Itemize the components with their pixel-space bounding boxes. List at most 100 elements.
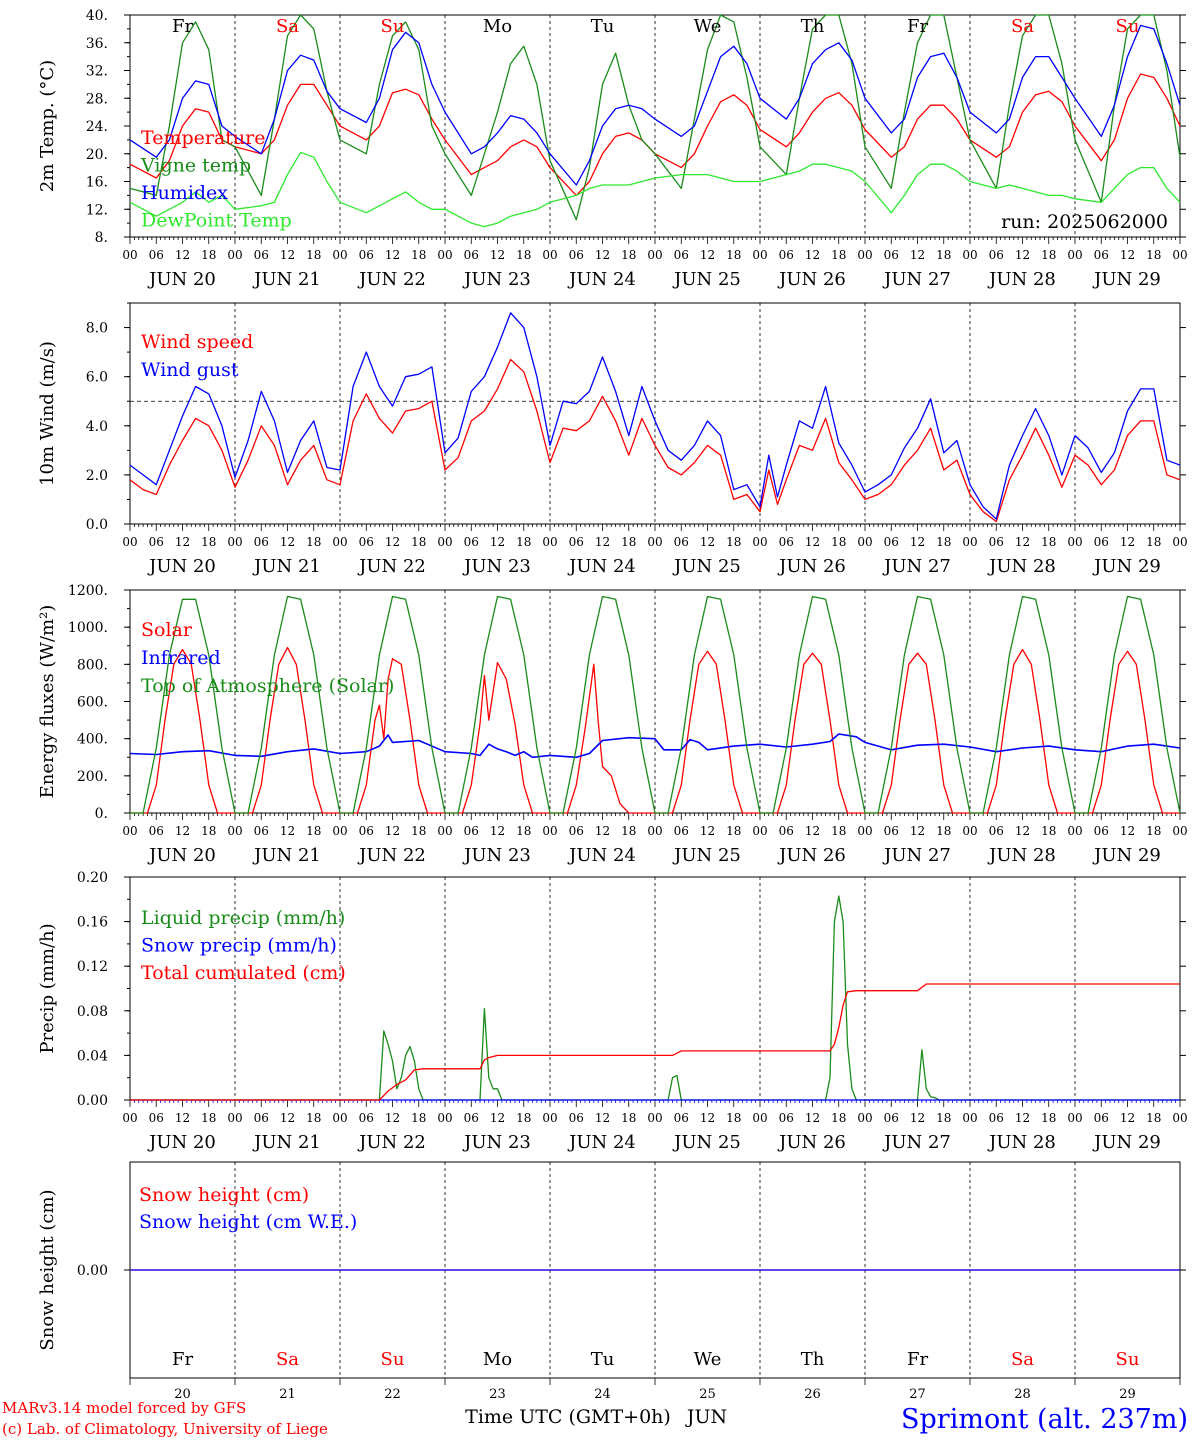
y-tick-label: 20. (86, 147, 108, 163)
x-hour-label: 18 (306, 535, 321, 549)
x-date-label: JUN 25 (672, 556, 741, 577)
x-hour-label: 18 (411, 248, 426, 262)
x-hour-label: 12 (805, 248, 820, 262)
x-hour-label: 18 (726, 824, 741, 838)
x-hour-label: 06 (779, 248, 794, 262)
x-hour-label: 00 (332, 824, 347, 838)
x-hour-label: 00 (437, 535, 452, 549)
x-hour-label: 18 (1146, 535, 1161, 549)
y-tick-label: 6.0 (86, 370, 108, 386)
x-hour-label: 18 (516, 248, 531, 262)
y-axis-label: Snow height (cm) (37, 1189, 58, 1350)
x-date-label: JUN 21 (252, 269, 321, 290)
x-hour-label: 12 (1120, 1111, 1135, 1125)
weekday-label-top: Th (801, 16, 825, 37)
x-hour-label: 12 (175, 535, 190, 549)
x-hour-label: 18 (306, 1111, 321, 1125)
weekday-label-top: Tu (591, 16, 615, 37)
x-hour-label: 00 (542, 248, 557, 262)
x-date-label: JUN 28 (987, 556, 1056, 577)
x-hour-label: 18 (516, 824, 531, 838)
x-hour-label: 06 (1094, 1111, 1109, 1125)
x-hour-label: 00 (857, 535, 872, 549)
x-hour-label: 18 (726, 248, 741, 262)
x-hour-label: 00 (1172, 1111, 1187, 1125)
x-hour-label: 00 (857, 1111, 872, 1125)
x-hour-label: 00 (1067, 824, 1082, 838)
x-hour-label: 00 (1172, 824, 1187, 838)
x-hour-label: 06 (674, 1111, 689, 1125)
y-tick-label: 2.0 (86, 468, 108, 484)
x-date-label: JUN 28 (987, 269, 1056, 290)
weekday-label-bottom: Fr (907, 1349, 928, 1370)
x-hour-label: 18 (831, 824, 846, 838)
x-hour-label: 06 (884, 824, 899, 838)
x-hour-label: 00 (647, 824, 662, 838)
legend-entry: Top of Atmosphere (Solar) (141, 675, 394, 697)
weekday-label-top: Su (381, 16, 405, 37)
x-hour-label: 12 (490, 824, 505, 838)
x-hour-label: 18 (1146, 248, 1161, 262)
x-hour-label: 12 (1015, 248, 1030, 262)
x-hour-label: 18 (201, 248, 216, 262)
x-hour-label: 12 (910, 248, 925, 262)
x-hour-label: 18 (831, 535, 846, 549)
weekday-label-bottom: We (694, 1349, 722, 1370)
y-axis-label: Precip (mm/h) (37, 923, 58, 1053)
x-hour-label: 06 (569, 824, 584, 838)
x-hour-label: 06 (464, 1111, 479, 1125)
x-hour-label: 00 (962, 535, 977, 549)
day-number-label: 26 (804, 1387, 821, 1402)
y-tick-label: 28. (86, 91, 108, 107)
x-date-label: JUN 29 (1092, 1132, 1161, 1153)
weekday-label-bottom: Su (1116, 1349, 1140, 1370)
x-date-label: JUN 22 (357, 556, 426, 577)
day-number-label: 20 (174, 1387, 191, 1402)
x-hour-label: 12 (910, 1111, 925, 1125)
series-line-temperature-3 (129, 151, 1181, 228)
x-hour-label: 06 (884, 535, 899, 549)
x-hour-label: 06 (1094, 535, 1109, 549)
x-hour-label: 12 (595, 248, 610, 262)
x-hour-label: 18 (201, 824, 216, 838)
x-date-label: JUN 29 (1092, 556, 1161, 577)
x-date-label: JUN 20 (147, 556, 216, 577)
x-hour-label: 00 (332, 248, 347, 262)
x-hour-label: 00 (1067, 535, 1082, 549)
x-hour-label: 12 (490, 1111, 505, 1125)
x-hour-label: 00 (437, 1111, 452, 1125)
x-hour-label: 06 (884, 248, 899, 262)
x-hour-label: 18 (1041, 248, 1056, 262)
x-hour-label: 12 (910, 824, 925, 838)
x-hour-label: 12 (280, 1111, 295, 1125)
x-hour-label: 06 (569, 535, 584, 549)
day-number-label: 21 (279, 1387, 296, 1402)
x-date-label: JUN 24 (567, 269, 636, 290)
x-hour-label: 06 (884, 1111, 899, 1125)
weekday-label-bottom: Tu (591, 1349, 615, 1370)
panel-frame (129, 589, 1181, 814)
y-tick-label: 40. (86, 8, 108, 24)
x-date-label: JUN 27 (882, 845, 951, 866)
series-line-precip-2 (130, 983, 1180, 1101)
x-hour-label: 00 (752, 824, 767, 838)
x-date-label: JUN 24 (567, 556, 636, 577)
y-tick-label: 1200. (68, 583, 108, 599)
x-hour-label: 06 (254, 535, 269, 549)
x-date-label: JUN 29 (1092, 845, 1161, 866)
x-hour-label: 06 (779, 535, 794, 549)
y-tick-label: 8. (95, 230, 108, 246)
weekday-label-bottom: Su (381, 1349, 405, 1370)
y-tick-label: 200. (77, 769, 108, 785)
x-hour-label: 00 (227, 824, 242, 838)
x-hour-label: 12 (595, 535, 610, 549)
x-date-label: JUN 22 (357, 845, 426, 866)
x-hour-label: 18 (1041, 824, 1056, 838)
series-line-wind-0 (129, 358, 1181, 523)
x-date-label: JUN 25 (672, 845, 741, 866)
legend-entry: Snow height (cm W.E.) (139, 1211, 357, 1233)
x-hour-label: 00 (1067, 248, 1082, 262)
y-tick-label: 0.16 (77, 915, 108, 931)
weekday-label-bottom: Sa (276, 1349, 299, 1370)
